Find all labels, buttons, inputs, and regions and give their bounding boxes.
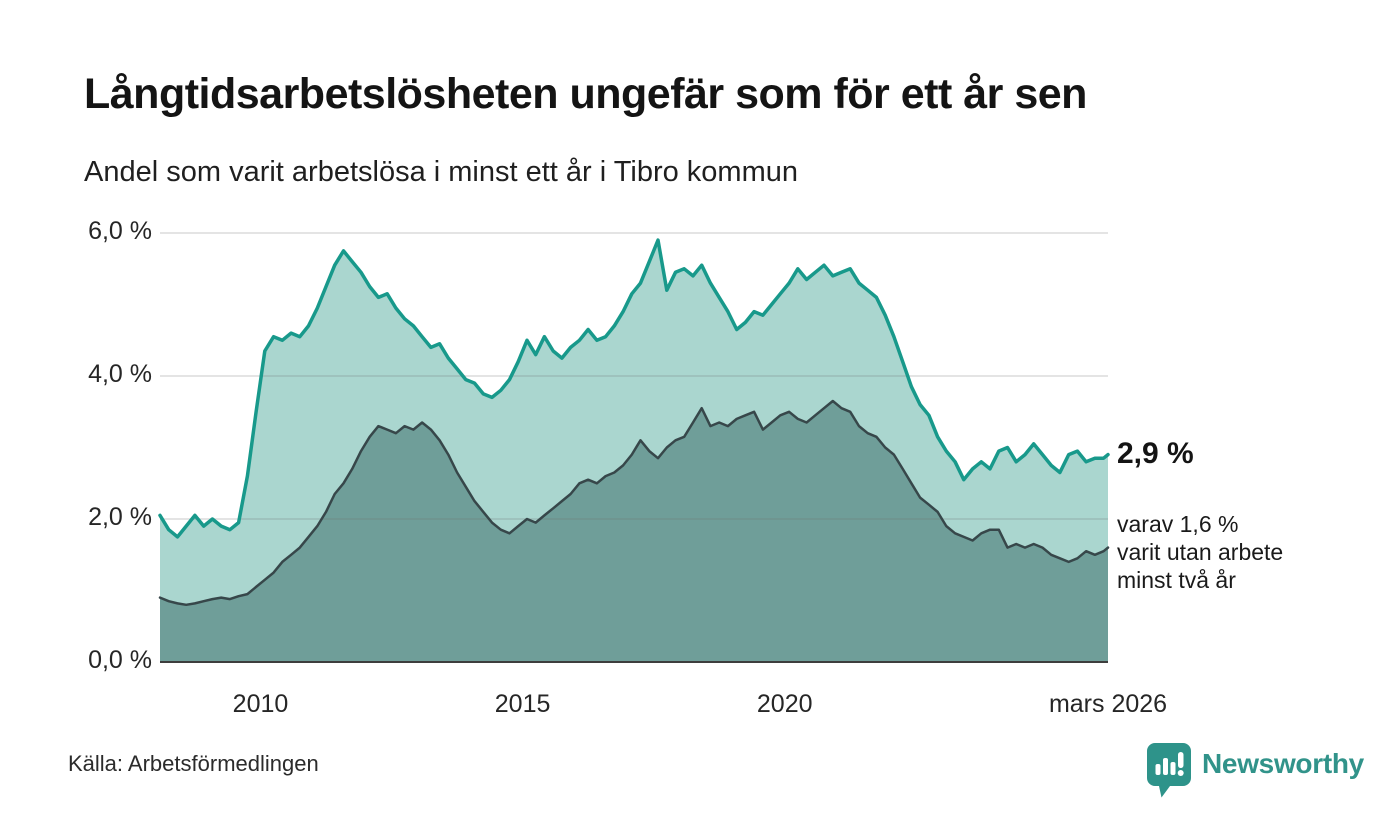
y-tick-label: 2,0 % (88, 503, 152, 531)
x-tick-label: 2010 (232, 690, 289, 718)
newsworthy-bubble-chart-icon (1147, 743, 1191, 798)
brand-name: Newsworthy (1202, 748, 1364, 779)
line-series-1 (158, 399, 1110, 607)
x-tick-label: mars 2026 (1048, 690, 1168, 718)
y-tick-label: 0,0 % (88, 646, 152, 674)
brand-logo: Newsworthy (1146, 742, 1364, 799)
end-value-detail: varav 1,6 % varit utan arbete minst två … (1117, 510, 1283, 594)
y-tick-label: 4,0 % (88, 360, 152, 388)
end-value-detail-line: minst två år (1117, 567, 1236, 593)
y-tick-label: 6,0 % (88, 217, 152, 245)
end-value-label: 2,9 % (1117, 437, 1194, 470)
source-attribution: Källa: Arbetsförmedlingen (68, 751, 319, 776)
end-value-detail-line: varit utan arbete (1117, 539, 1284, 565)
x-tick-label: 2020 (756, 690, 813, 718)
page-title: Långtidsarbetslösheten ungefär som för e… (84, 70, 1087, 118)
chart-gridlines (160, 232, 1108, 520)
page-subtitle: Andel som varit arbetslösa i minst ett å… (84, 156, 798, 188)
x-tick-label: 2015 (494, 690, 551, 718)
end-value-detail-line: varav 1,6 % (1117, 511, 1239, 537)
chart-lines (158, 238, 1110, 663)
area-fill-series-1 (160, 401, 1108, 662)
line-series-0 (158, 238, 1110, 539)
